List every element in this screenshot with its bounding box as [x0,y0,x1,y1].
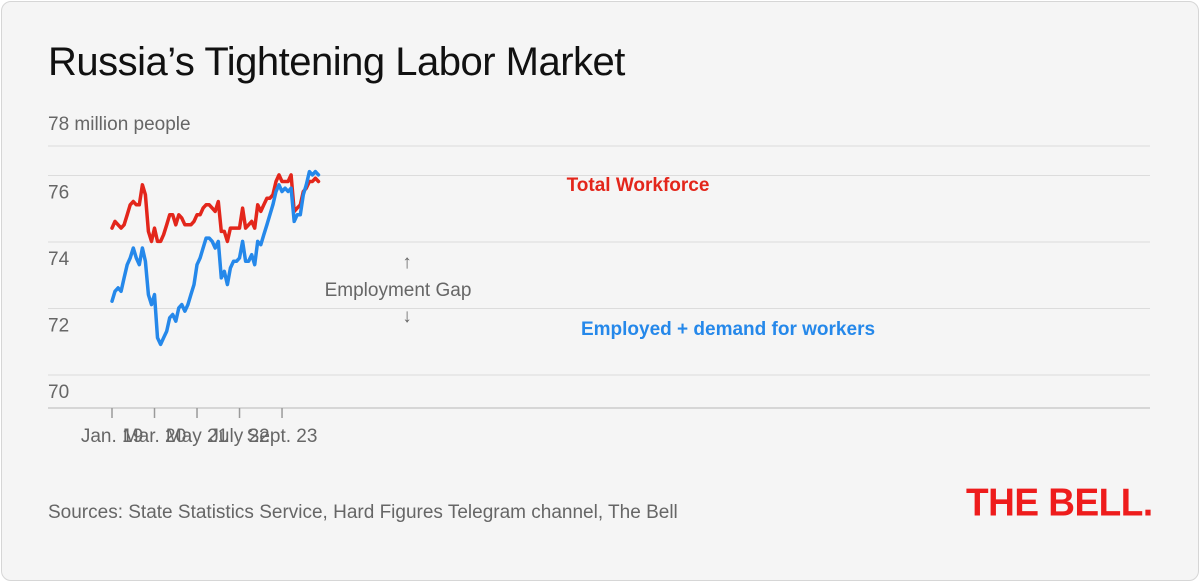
chart-title: Russia’s Tightening Labor Market [48,40,625,84]
the-bell-logo: THE BELL. [966,480,1153,524]
y-tick-label: 74 [48,249,70,270]
y-tick-label: 72 [48,316,69,337]
y-axis-unit-label: 78 million people [48,114,191,135]
x-tick-label: July 22 [209,426,269,447]
series-line-total-workforce [110,173,321,244]
gap-down-arrow-icon: ↓ [402,306,412,327]
gridlines [48,145,1150,376]
y-axis-ticks: 70 72 74 76 [48,183,70,404]
x-tick-label: Mar. 20 [123,426,186,447]
x-tick-label: Sept. 23 [247,426,318,447]
y-tick-label: 76 [48,183,69,204]
gap-annotation-label: Employment Gap [325,280,472,301]
x-tick-label: Jan. 19 [81,426,143,447]
gap-up-arrow-icon: ↑ [402,252,412,273]
series-label-total-workforce: Total Workforce [567,175,710,196]
y-tick-label: 70 [48,382,69,403]
series-lines [110,169,321,347]
x-tick-label: May 21 [166,426,228,447]
source-note: Sources: State Statistics Service, Hard … [48,502,678,523]
series-line-employed [110,169,321,347]
employment-gap-annotation: ↑ Employment Gap ↓ [325,252,472,327]
series-label-employed: Employed + demand for workers [581,319,875,340]
